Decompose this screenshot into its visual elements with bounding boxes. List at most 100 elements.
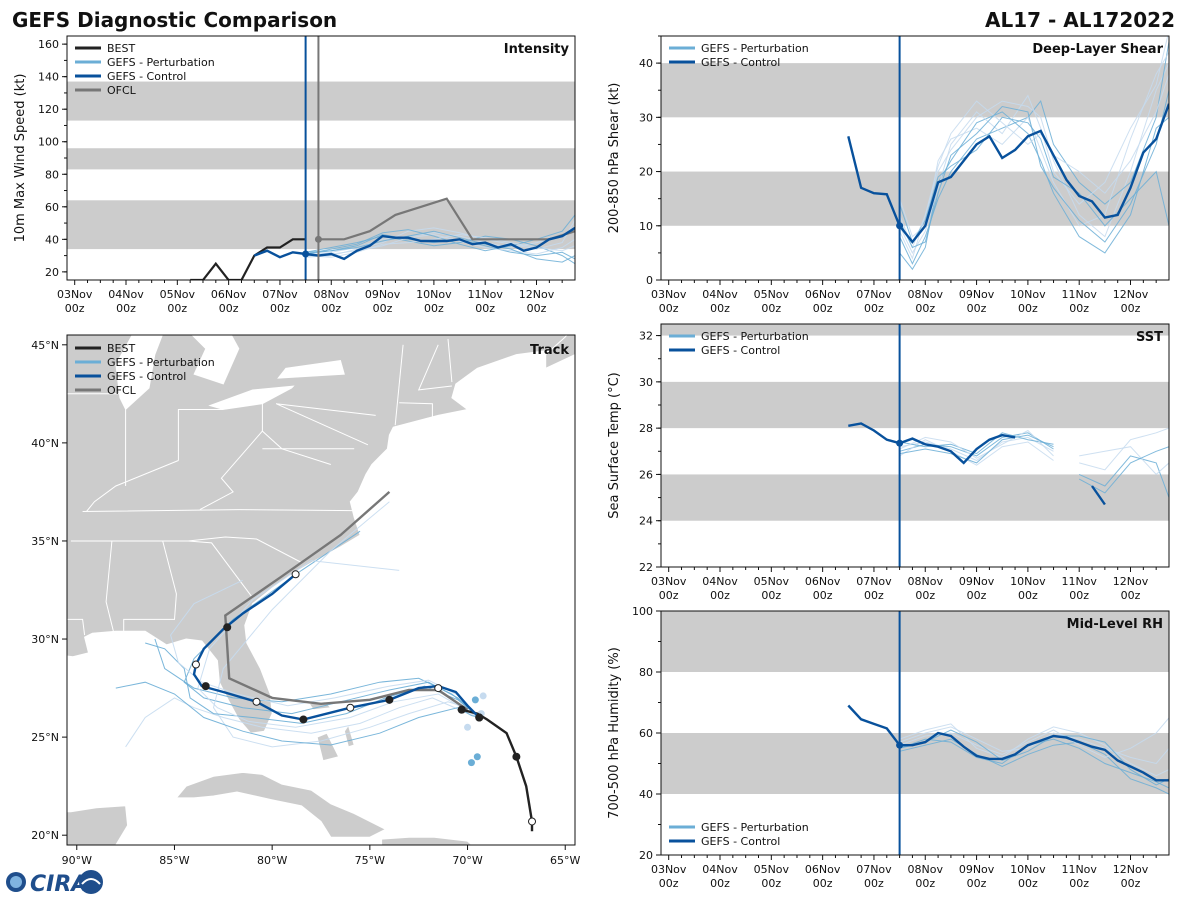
intensity-legend-label: BEST [107,42,135,55]
track-ytick-label: 40°N [31,437,59,450]
sst-xtick-day: 03Nov [651,575,687,588]
intensity-perturbation-line [305,233,575,257]
intensity-ytick-label: 40 [45,233,59,246]
track-panel-title: Track [530,343,569,358]
intensity-ytick-label: 160 [38,38,59,51]
sst-xtick-hour: 00z [1121,589,1141,602]
intensity-xtick-day: 04Nov [108,288,144,301]
track-perturbation-marker [471,696,479,704]
shear-xtick-day: 04Nov [702,288,738,301]
sst-xtick-hour: 00z [967,589,987,602]
rh-xtick-label: 07Nov 00z [856,863,892,890]
track-best-marker [457,705,466,714]
rh-ytick-label: 100 [632,605,653,618]
shear-xtick-label: 09Nov 00z [959,288,995,315]
intensity-ytick-label: 120 [38,103,59,116]
intensity-xtick-label: 03Nov 00z [57,288,93,315]
sst-xtick-hour: 00z [1069,589,1089,602]
sst-perturbation-line [899,432,1054,455]
rh-ytick-label: 60 [639,727,653,740]
state-border [188,540,254,599]
jamaica-land [303,865,346,877]
shear-xtick-hour: 00z [659,302,679,315]
sst-xtick-label: 08Nov 00z [908,575,944,602]
track-perturbation-marker [464,723,472,731]
shear-ytick-label: 40 [639,57,653,70]
intensity-perturbation-line [305,230,575,263]
rh-xtick-day: 05Nov [754,863,790,876]
rh-ytick-label: 40 [639,788,653,801]
rh-xtick-day: 03Nov [651,863,687,876]
sst-ytick-label: 28 [639,422,653,435]
intensity-threshold-band [67,81,575,121]
state-border [123,540,177,634]
track-ofcl-line [224,491,469,711]
shear-xtick-label: 11Nov 00z [1061,288,1097,315]
shear-xtick-day: 07Nov [856,288,892,301]
track-xtick-label: 75°W [355,854,385,867]
sst-xtick-hour: 00z [659,589,679,602]
rh-control-marker [896,741,904,749]
sst-perturbation-line [1079,446,1169,476]
storm-id: AL17 - AL172022 [985,8,1175,32]
sst-threshold-band [661,381,1169,429]
shear-perturbation-line [899,90,1169,249]
rh-ytick-label: 20 [639,849,653,862]
intensity-legend-label: OFCL [107,84,137,97]
rh-xtick-day: 07Nov [856,863,892,876]
agency-seal-wave [81,878,101,885]
sst-xtick-day: 12Nov [1113,575,1149,588]
intensity-xtick-label: 06Nov 00z [211,288,247,315]
intensity-xtick-hour: 00z [321,302,341,315]
rh-xtick-hour: 00z [659,877,679,890]
sst-xtick-day: 07Nov [856,575,892,588]
track-legend-label: GEFS - Control [107,370,186,383]
track-best-marker [475,713,484,722]
intensity-xtick-hour: 00z [219,302,239,315]
shear-xtick-label: 04Nov 00z [702,288,738,315]
shear-xtick-hour: 00z [1121,302,1141,315]
rh-xtick-hour: 00z [710,877,730,890]
north-america-land [67,335,575,734]
intensity-xtick-label: 04Nov 00z [108,288,144,315]
track-perturbation-marker [467,759,475,767]
intensity-xtick-hour: 00z [65,302,85,315]
track-perturbation-line [125,697,480,748]
shear-xtick-day: 09Nov [959,288,995,301]
sst-perturbation-line [899,439,1054,466]
track-position-marker [385,695,394,704]
rh-xtick-hour: 00z [1069,877,1089,890]
track-position-marker [223,623,232,632]
intensity-control-marker [302,250,310,258]
rh-xtick-label: 12Nov 00z [1113,863,1149,890]
intensity-xtick-day: 03Nov [57,288,93,301]
intensity-xtick-label: 10Nov 00z [416,288,452,315]
sst-xtick-label: 10Nov 00z [1010,575,1046,602]
shear-perturbation-line [899,52,1169,238]
state-border [417,344,452,391]
intensity-xtick-day: 12Nov [519,288,555,301]
state-border [67,618,86,636]
sst-xtick-label: 04Nov 00z [702,575,738,602]
shear-legend-label: GEFS - Perturbation [701,42,809,55]
sst-xtick-day: 10Nov [1010,575,1046,588]
intensity-xtick-day: 08Nov [314,288,350,301]
sst-perturbation-line [899,429,1054,459]
shear-xtick-hour: 00z [761,302,781,315]
sst-perturbation-line [899,436,1054,462]
shear-xtick-day: 08Nov [908,288,944,301]
intensity-panel-title: Intensity [504,42,570,57]
rh-xtick-day: 04Nov [702,863,738,876]
great-lake-water [208,385,295,410]
track-plot-frame [66,334,576,846]
intensity-xtick-hour: 00z [527,302,547,315]
track-xtick-label: 80°W [257,854,287,867]
shear-xtick-hour: 00z [967,302,987,315]
track-xtick-label: 70°W [452,854,482,867]
rh-perturbation-line [899,738,1169,789]
rh-xtick-label: 03Nov 00z [651,863,687,890]
intensity-xtick-label: 07Nov 00z [262,288,298,315]
track-position-marker [434,684,443,693]
hispaniola-land [381,836,473,845]
